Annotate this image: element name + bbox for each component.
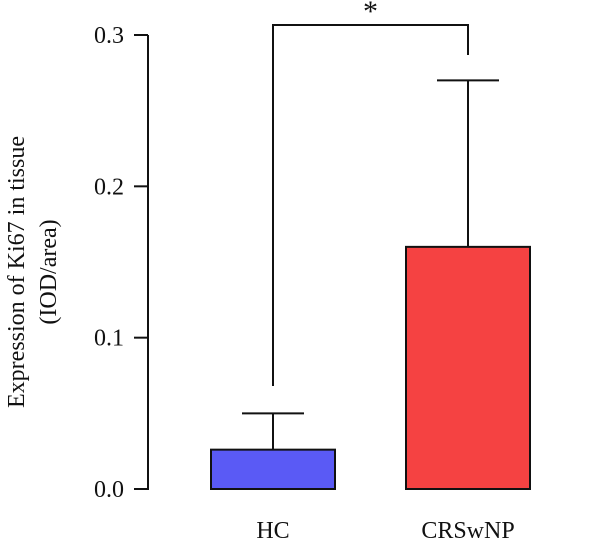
- significance-star: *: [363, 0, 378, 28]
- y-axis-title-line2: (IOD/area): [36, 219, 62, 324]
- error-bars: [242, 79, 499, 450]
- x-tick-label-crswnp: CRSwNP: [421, 518, 514, 544]
- y-tick-label: 0.1: [94, 326, 124, 352]
- y-tick-label: 0.2: [94, 174, 124, 200]
- y-tick-label: 0.0: [94, 477, 124, 503]
- y-ticks: 0.0 0.1 0.2 0.3: [94, 23, 148, 503]
- x-tick-labels: HC CRSwNP: [256, 518, 514, 544]
- significance-bracket: *: [272, 0, 469, 386]
- y-axis-title-line1: Expression of Ki67 in tissue: [4, 136, 30, 408]
- significance-bracket-line: [272, 24, 469, 386]
- bar-crswnp: [405, 245, 531, 490]
- y-tick-label: 0.3: [94, 23, 124, 49]
- bar-hc: [210, 448, 336, 490]
- bars: [210, 245, 531, 490]
- x-tick-label-hc: HC: [256, 518, 289, 544]
